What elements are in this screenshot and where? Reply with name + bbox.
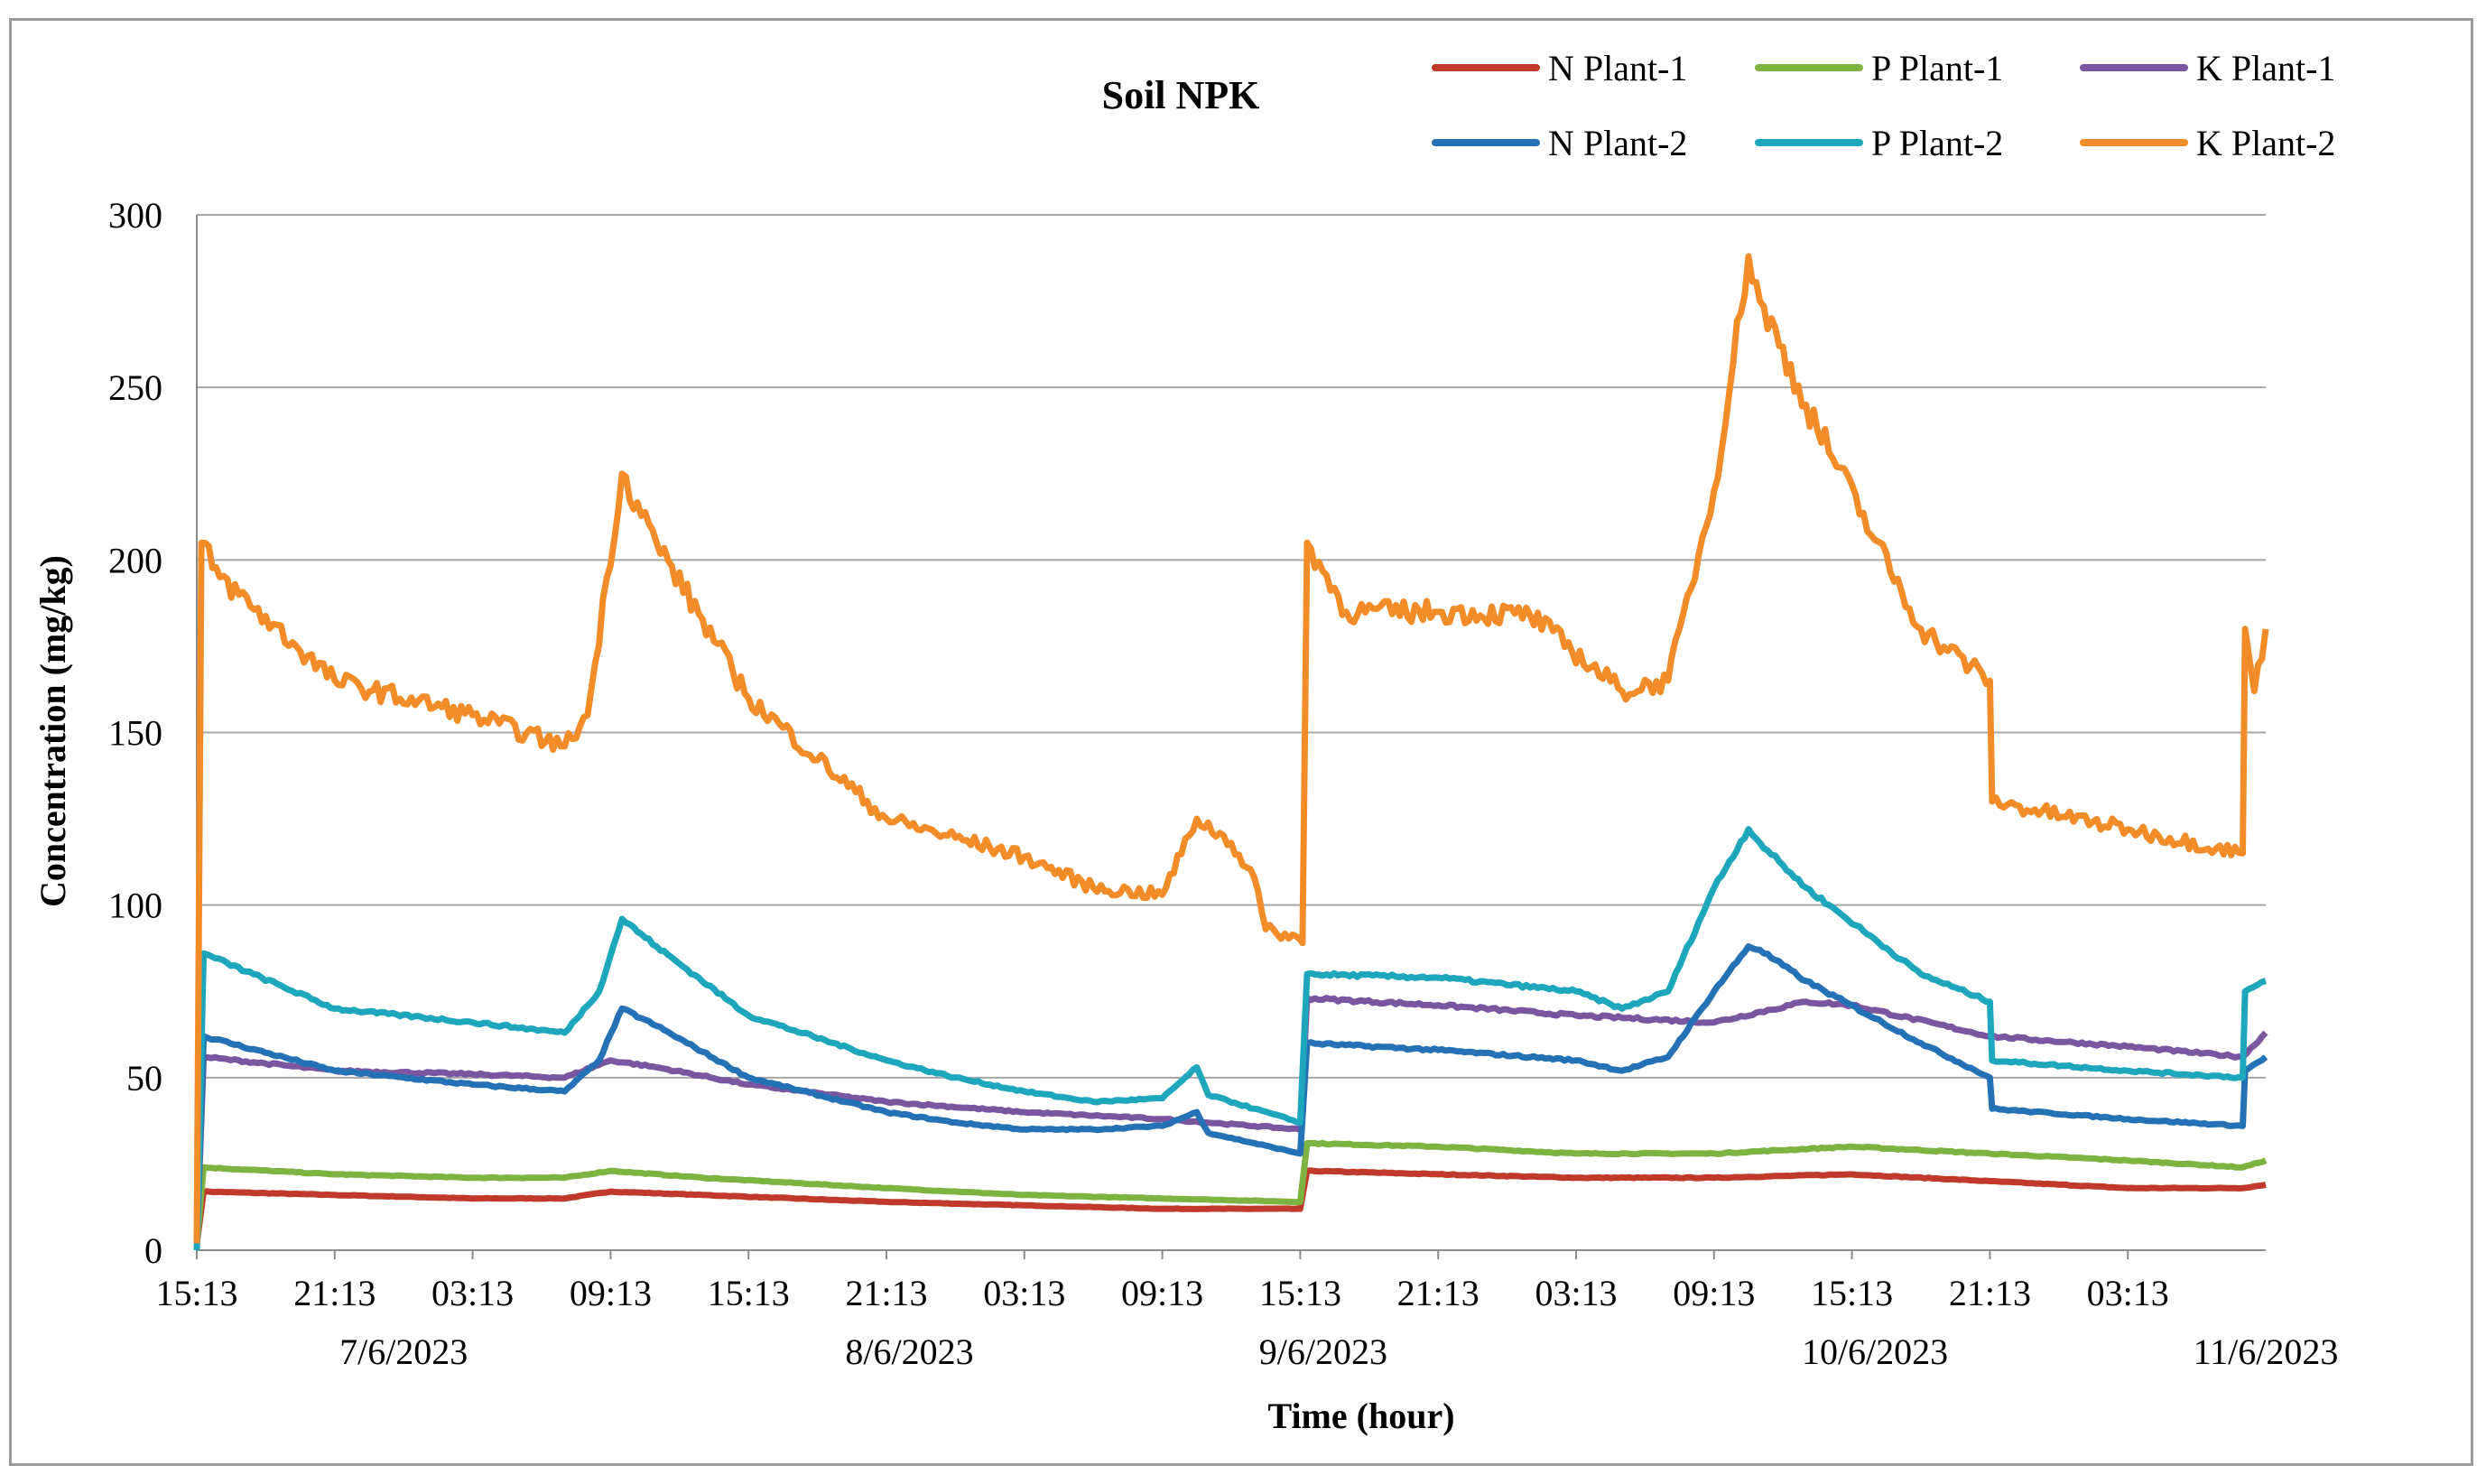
date-label: 9/6/2023 [1259, 1331, 1387, 1372]
series-line-k-plant-2 [193, 253, 2269, 1244]
x-tick-label: 09:13 [570, 1273, 652, 1313]
series-line-p-plant-1 [193, 1139, 2268, 1244]
date-label: 11/6/2023 [2194, 1331, 2339, 1372]
grid-lines [196, 214, 2266, 1251]
x-tick-labels: 15:13 21:13 03:13 09:13 15:13 21:13 03:13 09:13… [155, 1250, 2169, 1313]
y-axis-title: Concentration (mg/kg) [32, 555, 73, 907]
y-tick-label: 100 [108, 886, 162, 926]
legend-label: N Plant-2 [1548, 123, 1687, 163]
x-tick-label: 03:13 [431, 1273, 514, 1313]
date-label: 7/6/2023 [339, 1331, 468, 1372]
x-tick-label: 03:13 [2087, 1273, 2169, 1313]
y-tick-labels: 0 50 100 150 200 250 300 [108, 195, 162, 1271]
chart-title: Soil NPK [1102, 73, 1260, 117]
legend: N Plant-1 P Plant-1 K Plant-1 N Plant-2 P Pl… [1432, 48, 2335, 163]
x-tick-label: 03:13 [983, 1273, 1065, 1313]
legend-label: P Plant-1 [1871, 48, 2003, 88]
x-tick-label: 15:13 [155, 1273, 237, 1313]
y-tick-label: 300 [108, 195, 162, 236]
series-line-k-plant-1 [193, 995, 2268, 1244]
series-line-n-plant-1 [193, 1167, 2267, 1244]
legend-label: K Plant-2 [2196, 123, 2335, 163]
x-axis-title: Time (hour) [1267, 1396, 1454, 1436]
series-line-n-plant-2 [193, 943, 2268, 1244]
legend-label: K Plant-1 [2196, 48, 2335, 88]
y-tick-label: 150 [108, 713, 162, 754]
x-tick-label: 15:13 [1259, 1273, 1341, 1313]
y-tick-label: 200 [108, 540, 162, 580]
x-tick-label: 09:13 [1121, 1273, 1203, 1313]
legend-label: N Plant-1 [1548, 48, 1687, 88]
x-tick-label: 15:13 [1811, 1273, 1893, 1313]
x-tick-label: 09:13 [1673, 1273, 1755, 1313]
x-tick-label: 21:13 [1397, 1273, 1480, 1313]
x-tick-label: 21:13 [293, 1273, 376, 1313]
chart-frame [9, 18, 2473, 1466]
x-tick-label: 21:13 [845, 1273, 927, 1313]
x-tick-label: 21:13 [1949, 1273, 2031, 1313]
series-line-p-plant-2 [193, 826, 2267, 1251]
date-label: 8/6/2023 [845, 1331, 973, 1372]
y-tick-label: 0 [144, 1230, 162, 1271]
y-tick-label: 50 [126, 1058, 162, 1099]
y-tick-label: 250 [108, 367, 162, 408]
series-lines [193, 253, 2269, 1251]
legend-label: P Plant-2 [1871, 123, 2003, 163]
date-label: 10/6/2023 [1802, 1331, 1948, 1372]
x-tick-label: 15:13 [708, 1273, 790, 1313]
date-labels: 7/6/2023 8/6/2023 9/6/2023 10/6/2023 11/6/20… [339, 1331, 2338, 1372]
x-tick-label: 03:13 [1535, 1273, 1617, 1313]
